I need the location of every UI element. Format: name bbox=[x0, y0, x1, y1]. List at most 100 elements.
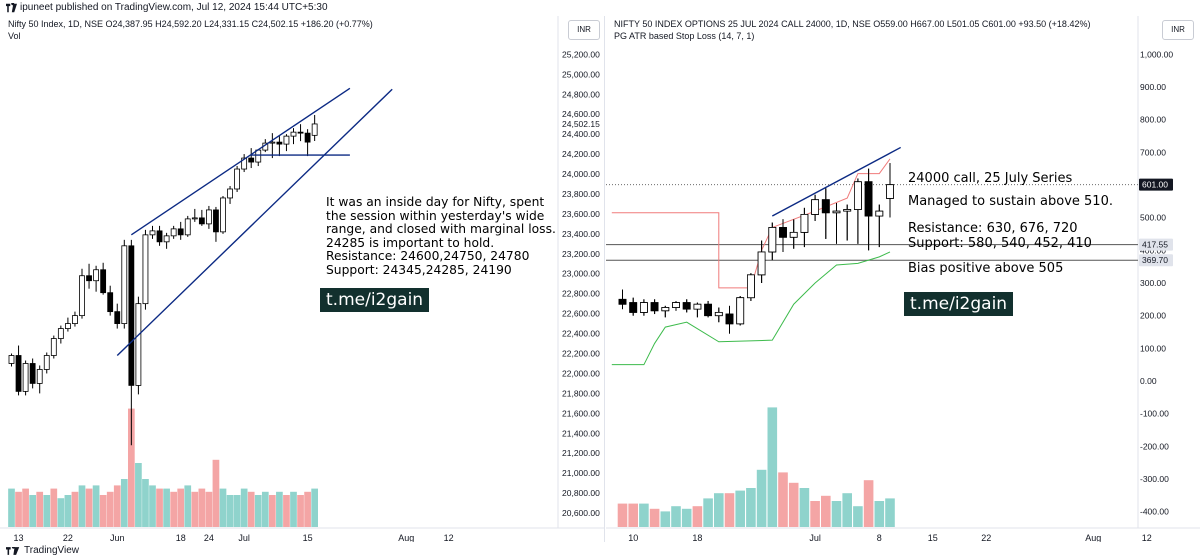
nifty-annotation-line: range, and closed with marginal loss. bbox=[326, 222, 556, 236]
candle-body bbox=[789, 231, 798, 238]
y-tick-label: 22,400.00 bbox=[562, 329, 600, 339]
candle-body bbox=[65, 323, 71, 329]
candle-body bbox=[86, 275, 92, 282]
option-annotation-spacer bbox=[908, 251, 1113, 261]
candle-body bbox=[79, 275, 85, 317]
nifty-currency-button[interactable]: INR bbox=[568, 20, 600, 40]
y-tick-label: 800.00 bbox=[1140, 115, 1166, 125]
volume-bar bbox=[212, 459, 220, 527]
option-annotation-line: 24000 call, 25 July Series bbox=[908, 171, 1073, 186]
y-tick-label: -300.00 bbox=[1140, 474, 1169, 484]
volume-bar bbox=[233, 495, 241, 527]
volume-bar bbox=[142, 479, 149, 527]
candle-body bbox=[725, 313, 734, 325]
candle-body bbox=[29, 363, 36, 384]
volume-bar bbox=[99, 495, 107, 527]
atr-stop-green-line bbox=[611, 251, 891, 366]
y-tick-label: 24,000.00 bbox=[562, 169, 600, 179]
volume-bar bbox=[135, 463, 142, 527]
x-tick-label: 15 bbox=[928, 533, 938, 542]
y-tick-label: -400.00 bbox=[1140, 507, 1169, 517]
candle-body bbox=[205, 209, 212, 225]
volume-bar bbox=[874, 501, 885, 527]
volume-bar bbox=[50, 488, 58, 527]
price-tag-box bbox=[1139, 178, 1173, 191]
option-annotation-line: Managed to sustain above 510. bbox=[908, 194, 1113, 209]
option-chart-svg[interactable]: 1,000.00900.00800.00700.00600.00500.0040… bbox=[606, 16, 1200, 542]
nifty-volume-label: Vol bbox=[8, 31, 21, 41]
volume-bar bbox=[113, 485, 121, 527]
volume-bar bbox=[703, 498, 713, 527]
volume-bar bbox=[120, 479, 128, 527]
candle-body bbox=[36, 369, 43, 384]
volume-bar bbox=[64, 495, 72, 527]
y-tick-label: 20,800.00 bbox=[562, 488, 600, 498]
candle-body bbox=[746, 274, 755, 299]
candle-body bbox=[177, 228, 184, 236]
nifty-chart-svg[interactable]: 25,200.00 25,000.00 24,800.00 24,600.00 24,4… bbox=[0, 16, 604, 542]
volume-bar bbox=[863, 480, 874, 527]
candle-body bbox=[768, 227, 777, 253]
resistance-trendline-line bbox=[771, 146, 902, 217]
option-currency-button[interactable]: INR bbox=[1162, 20, 1194, 40]
option-telegram-tag: t.me/i2gain bbox=[904, 292, 1014, 316]
volume-bar bbox=[283, 495, 290, 527]
nifty-annotation-line: 24285 is important to hold. bbox=[326, 235, 495, 250]
x-tick-label: Aug bbox=[1085, 533, 1101, 542]
option-indicator-label: PG ATR based Stop Loss (14, 7, 1) bbox=[614, 31, 755, 41]
candle-body bbox=[283, 135, 290, 145]
candle-body bbox=[843, 209, 852, 212]
x-tick-label: Aug bbox=[398, 533, 414, 542]
footer: TradingView bbox=[0, 542, 1200, 560]
option-chart-panel[interactable]: 1,000.00900.00800.00700.00600.00500.0040… bbox=[606, 16, 1200, 542]
option-annotation-spacer bbox=[908, 209, 1113, 221]
volume-bar bbox=[261, 491, 269, 527]
candle-body bbox=[220, 197, 226, 233]
candle-body bbox=[304, 132, 311, 143]
candle-body bbox=[661, 307, 670, 312]
volume-bar bbox=[170, 491, 177, 527]
volume-bar bbox=[149, 485, 156, 527]
y-tick-label: 24,600.00 bbox=[562, 109, 600, 119]
volume-bar bbox=[8, 488, 15, 527]
y-tick-label: -200.00 bbox=[1140, 441, 1169, 451]
volume-bar bbox=[681, 508, 692, 527]
volume-bar bbox=[29, 495, 36, 527]
nifty-chart-panel[interactable]: 25,200.00 25,000.00 24,800.00 24,600.00 24,4… bbox=[0, 16, 605, 542]
y-tick-label: 24,800.00 bbox=[562, 89, 600, 99]
volume-bar bbox=[156, 488, 163, 527]
y-tick-label: 24,200.00 bbox=[562, 149, 600, 159]
channel-upper-line bbox=[130, 87, 351, 236]
candle-body bbox=[121, 245, 128, 324]
y-tick-label: 23,800.00 bbox=[562, 189, 600, 199]
volume-bar bbox=[128, 408, 135, 527]
volume-bar bbox=[831, 501, 842, 527]
y-tick-label: 23,600.00 bbox=[562, 209, 600, 219]
candle-body bbox=[853, 181, 862, 210]
volume-bar bbox=[247, 491, 255, 527]
x-tick-label: 12 bbox=[1142, 533, 1152, 542]
volume-bar bbox=[746, 488, 756, 527]
footer-brand: TradingView bbox=[24, 545, 80, 556]
candle-body bbox=[57, 328, 64, 339]
volume-bar bbox=[639, 503, 649, 527]
candle-body bbox=[50, 338, 57, 356]
candle-body bbox=[779, 227, 787, 238]
volume-bar bbox=[628, 503, 638, 527]
candle-body bbox=[107, 292, 114, 313]
candle-body bbox=[864, 181, 873, 217]
price-tag-label: 369.70 bbox=[1142, 255, 1168, 265]
y-tick-label: 20,600.00 bbox=[562, 508, 600, 518]
y-tick-label: 21,800.00 bbox=[562, 388, 600, 398]
volume-bar bbox=[226, 495, 234, 527]
volume-bar bbox=[184, 485, 192, 527]
volume-bar bbox=[885, 498, 895, 527]
candle-body bbox=[100, 269, 107, 294]
y-tick-label: 23,200.00 bbox=[562, 249, 600, 259]
nifty-symbol-line: Nifty 50 Index, 1D, NSE O24,387.95 H24,5… bbox=[8, 19, 373, 29]
candle-body bbox=[618, 298, 627, 305]
candle-body bbox=[184, 218, 191, 236]
candle-body bbox=[170, 228, 177, 237]
volume-bar bbox=[671, 506, 681, 527]
volume-bar bbox=[85, 488, 93, 527]
